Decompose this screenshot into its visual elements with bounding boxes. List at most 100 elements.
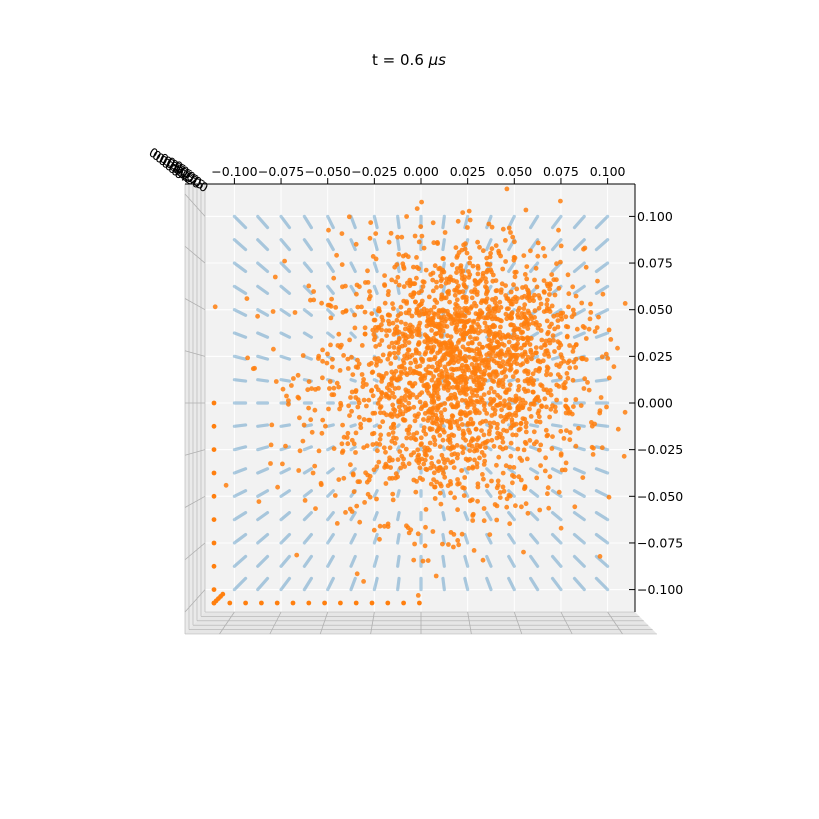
particle	[432, 496, 438, 501]
particle	[316, 353, 322, 359]
particle	[491, 306, 497, 312]
particle	[472, 356, 478, 361]
particle	[419, 375, 425, 381]
particle	[516, 474, 522, 480]
y-tick-label: −0.100	[637, 582, 683, 597]
grid-point	[256, 284, 270, 295]
particle	[587, 316, 593, 322]
particle	[474, 289, 480, 295]
particle	[455, 481, 460, 487]
particle	[446, 542, 451, 547]
particle	[608, 337, 614, 342]
particle	[621, 453, 627, 459]
particle	[378, 358, 383, 364]
particle	[513, 421, 519, 427]
particle	[496, 360, 502, 366]
particle	[515, 378, 521, 383]
particle	[375, 448, 380, 454]
particle	[443, 316, 449, 322]
particle	[499, 407, 504, 413]
particle	[370, 393, 376, 399]
particle	[365, 268, 370, 274]
particle	[542, 352, 547, 357]
particle	[386, 395, 392, 401]
particle	[412, 418, 418, 424]
particle	[391, 306, 396, 311]
particle	[477, 420, 483, 426]
particle	[379, 314, 385, 320]
particle	[355, 304, 361, 310]
particle	[436, 459, 441, 465]
particle	[503, 353, 508, 358]
particle	[476, 347, 482, 353]
grid-point	[326, 576, 335, 592]
particle	[318, 480, 324, 486]
particle	[286, 398, 291, 403]
edge-particle	[401, 600, 406, 606]
particle	[513, 432, 519, 438]
particle	[499, 370, 505, 376]
edge-particle	[211, 540, 217, 546]
particle	[349, 408, 354, 414]
particle	[528, 313, 534, 319]
particle	[331, 275, 337, 281]
particle	[411, 557, 417, 563]
particle	[347, 506, 353, 512]
particle	[487, 428, 492, 434]
particle	[454, 443, 460, 448]
particle	[416, 330, 422, 335]
grid-point	[279, 489, 292, 498]
particle	[531, 429, 537, 435]
particle	[565, 375, 571, 381]
particle	[532, 292, 537, 298]
particle	[486, 221, 492, 227]
particle	[467, 395, 473, 401]
grid-point	[441, 532, 446, 545]
particle	[511, 474, 517, 480]
particle	[538, 301, 544, 307]
particle	[519, 311, 525, 316]
grid-point	[326, 554, 335, 568]
particle	[513, 343, 519, 349]
particle	[419, 441, 424, 446]
particle	[384, 412, 389, 418]
particle	[400, 443, 405, 449]
particle	[615, 345, 620, 351]
particle	[489, 478, 494, 484]
edge-particle	[290, 600, 296, 606]
particle	[362, 325, 368, 331]
particle	[474, 442, 480, 448]
particle	[354, 503, 360, 509]
particle	[514, 355, 519, 360]
particle	[481, 315, 487, 321]
particle	[527, 298, 533, 304]
particle	[429, 455, 434, 461]
particle	[530, 371, 536, 377]
particle	[327, 379, 333, 384]
particle	[506, 402, 512, 407]
particle	[341, 353, 346, 358]
particle	[491, 324, 496, 330]
grid-point	[256, 576, 270, 592]
particle	[466, 400, 471, 406]
particle	[372, 317, 378, 323]
particle	[603, 351, 609, 357]
particle	[549, 272, 555, 277]
grid-point	[302, 284, 313, 295]
particle	[311, 297, 317, 303]
particle	[445, 290, 451, 295]
y-tick-label: −0.050	[637, 489, 683, 504]
particle	[255, 313, 260, 319]
particle	[364, 443, 370, 449]
particle	[511, 335, 516, 341]
particle	[454, 385, 460, 391]
particle	[573, 443, 579, 449]
particle	[571, 404, 576, 409]
particle	[523, 368, 529, 374]
grid-point	[326, 238, 335, 252]
grid-point	[396, 238, 401, 252]
particle	[425, 337, 431, 343]
particle	[434, 360, 440, 366]
particle	[561, 436, 567, 441]
particle	[377, 436, 383, 442]
